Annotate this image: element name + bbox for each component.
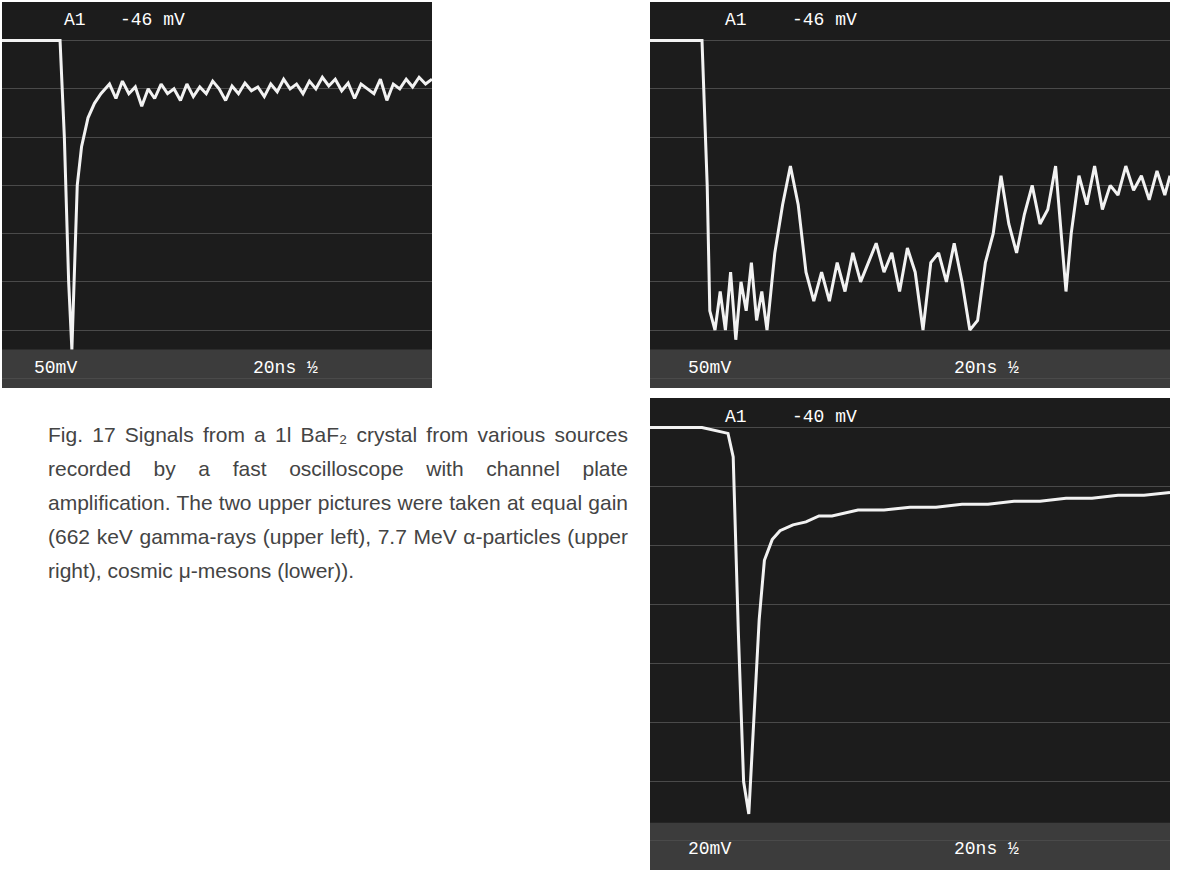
svg-text:50mV: 50mV	[688, 358, 731, 378]
svg-text:20ns ½: 20ns ½	[954, 358, 1019, 378]
svg-text:20mV: 20mV	[688, 839, 731, 859]
svg-text:A1: A1	[725, 10, 747, 30]
svg-text:20ns ½: 20ns ½	[954, 839, 1019, 859]
svg-text:A1: A1	[725, 407, 747, 427]
svg-text:A1: A1	[64, 10, 86, 30]
svg-text:20ns ½: 20ns ½	[253, 358, 318, 378]
html-text:Fig. 17 Signals from a 1l BaF₂: Fig. 17 Signals from a 1l BaF₂ crystal f…	[48, 423, 628, 582]
svg-text:-46 mV: -46 mV	[120, 10, 185, 30]
svg-text:-40 mV: -40 mV	[792, 407, 857, 427]
svg-text:-46 mV: -46 mV	[792, 10, 857, 30]
svg-text:50mV: 50mV	[34, 358, 77, 378]
